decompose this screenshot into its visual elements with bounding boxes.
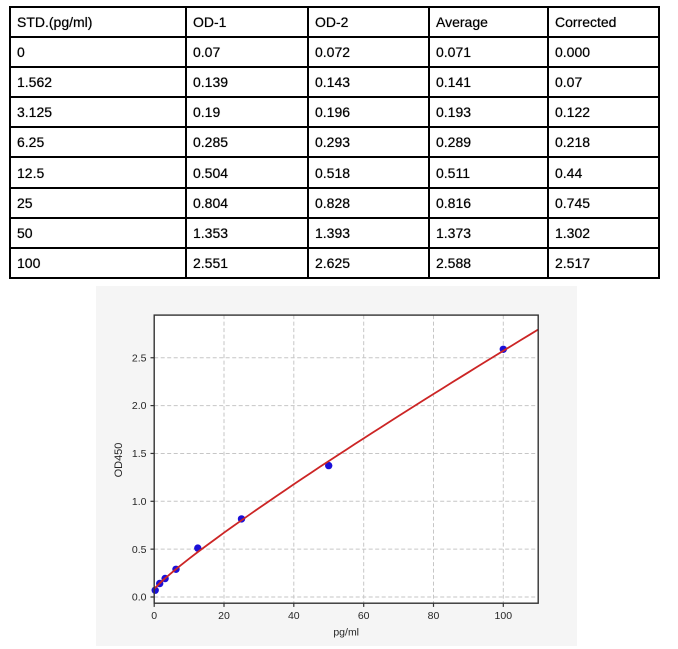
svg-text:0.0: 0.0 (132, 592, 147, 604)
svg-text:1.5: 1.5 (132, 448, 147, 460)
svg-text:20: 20 (218, 610, 230, 622)
svg-text:0.5: 0.5 (132, 544, 147, 556)
svg-text:pg/ml: pg/ml (333, 627, 359, 639)
svg-text:2.0: 2.0 (132, 400, 147, 412)
svg-text:60: 60 (358, 610, 370, 622)
svg-text:100: 100 (495, 610, 513, 622)
svg-text:1.0: 1.0 (132, 496, 147, 508)
svg-text:0: 0 (151, 610, 157, 622)
svg-text:2.5: 2.5 (132, 352, 147, 364)
svg-text:40: 40 (288, 610, 300, 622)
svg-text:OD450: OD450 (113, 443, 125, 478)
svg-text:80: 80 (428, 610, 440, 622)
